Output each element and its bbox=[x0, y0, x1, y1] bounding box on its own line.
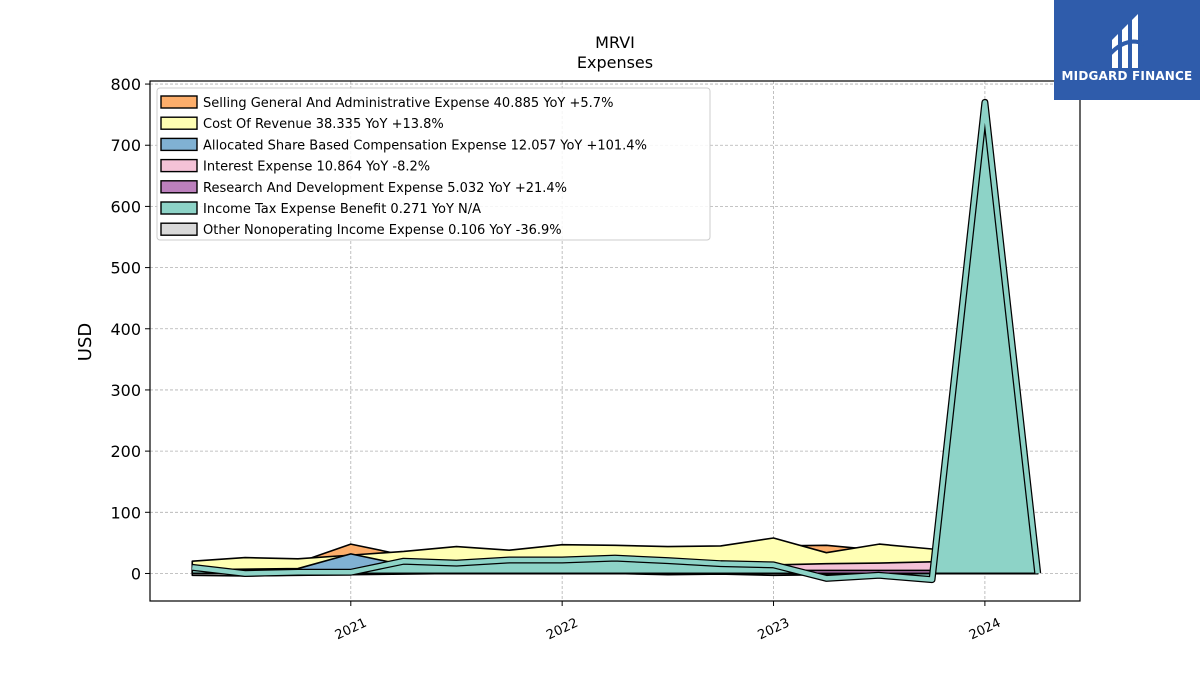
y-tick-label: 300 bbox=[110, 381, 141, 400]
y-tick-label: 0 bbox=[131, 564, 141, 583]
legend-entry: Selling General And Administrative Expen… bbox=[203, 96, 613, 111]
x-tick-label: 2022 bbox=[544, 616, 580, 644]
y-tick-label: 200 bbox=[110, 442, 141, 461]
legend-entry: Other Nonoperating Income Expense 0.106 … bbox=[203, 223, 562, 238]
y-tick-label: 800 bbox=[110, 75, 141, 94]
legend-swatch bbox=[160, 201, 198, 215]
x-tick-label: 2021 bbox=[333, 616, 369, 644]
legend-swatch bbox=[160, 158, 198, 173]
legend-entry: Cost Of Revenue 38.335 YoY +13.8% bbox=[203, 117, 444, 132]
y-tick-label: 100 bbox=[110, 503, 141, 522]
plot-frame bbox=[149, 80, 1081, 602]
brand-name: MIDGARD FINANCE bbox=[1061, 69, 1193, 83]
legend-swatch bbox=[160, 137, 198, 152]
x-tick-label: 2024 bbox=[967, 616, 1003, 644]
legend-swatch bbox=[160, 222, 198, 236]
legend-box bbox=[156, 87, 711, 241]
chart-title: MRVI bbox=[595, 33, 635, 52]
legend-swatch bbox=[160, 95, 198, 109]
y-tick-label: 700 bbox=[110, 136, 141, 155]
series-line-income-tax bbox=[192, 100, 1040, 582]
legend-entry: Interest Expense 10.864 YoY -8.2% bbox=[203, 160, 430, 175]
y-tick-label: 400 bbox=[110, 320, 141, 339]
legend-swatch bbox=[160, 116, 198, 130]
legend-swatch bbox=[160, 180, 198, 194]
x-tick-label: 2023 bbox=[756, 616, 792, 644]
legend-entry: Income Tax Expense Benefit 0.271 YoY N/A bbox=[203, 202, 481, 217]
y-axis-label: USD bbox=[75, 323, 96, 361]
y-tick-label: 500 bbox=[110, 259, 141, 278]
brand-logo: MIDGARD FINANCE bbox=[1054, 0, 1200, 100]
midgard-logo-icon bbox=[1108, 14, 1145, 68]
chart-subtitle: Expenses bbox=[577, 53, 653, 72]
y-tick-label: 600 bbox=[110, 197, 141, 216]
legend-entry: Allocated Share Based Compensation Expen… bbox=[203, 138, 647, 153]
series-areas bbox=[191, 98, 1042, 584]
legend-entry: Research And Development Expense 5.032 Y… bbox=[203, 181, 567, 196]
legend: Selling General And Administrative Expen… bbox=[156, 87, 711, 241]
